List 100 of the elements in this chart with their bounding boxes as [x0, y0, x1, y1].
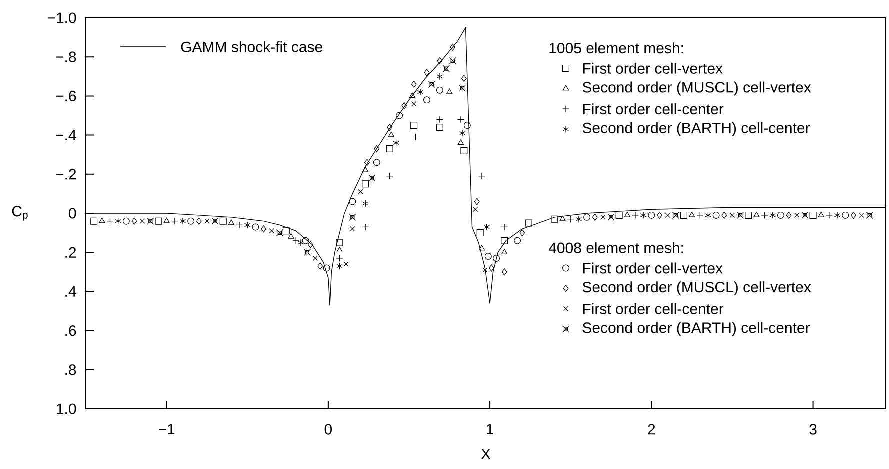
point — [551, 216, 558, 223]
point — [818, 212, 824, 218]
y-tick-label: −.6 — [56, 90, 76, 102]
point — [132, 218, 138, 225]
x-tick-label: −1 — [158, 424, 175, 435]
point — [304, 249, 311, 256]
point — [722, 212, 728, 219]
point — [180, 218, 186, 225]
point — [282, 228, 290, 235]
x-tick-label: 3 — [810, 424, 817, 435]
point — [244, 222, 251, 229]
point — [514, 237, 522, 244]
legend-label: Second order (BARTH) cell-center — [582, 122, 810, 136]
point — [474, 198, 480, 206]
y-tick-label: −.4 — [56, 130, 76, 140]
point — [834, 212, 841, 219]
annotation: 1005 element mesh: — [550, 42, 684, 54]
x-axis-title: X — [481, 449, 491, 460]
point — [794, 212, 800, 218]
point — [608, 214, 615, 221]
x-tick-label: 0 — [324, 424, 332, 435]
point — [754, 212, 760, 218]
point — [323, 264, 330, 272]
point — [705, 212, 712, 219]
point — [478, 245, 486, 251]
point — [737, 212, 744, 219]
point — [458, 140, 464, 146]
point — [802, 212, 809, 219]
legend-label: Second order (MUSCL) cell-vertex — [582, 82, 812, 96]
point — [461, 75, 467, 82]
point — [624, 212, 630, 218]
point — [688, 212, 696, 218]
point — [672, 212, 680, 219]
point — [525, 220, 532, 227]
point — [450, 44, 456, 51]
legend-label: First order cell-vertex — [583, 262, 723, 274]
point — [866, 212, 874, 219]
annotation: 4008 element mesh: — [548, 242, 684, 254]
point — [786, 212, 792, 219]
point — [204, 218, 210, 224]
y-tick-label: .8 — [66, 364, 76, 376]
point — [576, 216, 582, 223]
point — [373, 159, 380, 166]
point — [842, 212, 850, 219]
point — [155, 218, 162, 225]
point — [680, 212, 688, 219]
legend-label: Second order (BARTH) cell-center — [582, 322, 810, 336]
point — [484, 253, 492, 260]
point — [476, 230, 484, 237]
point — [276, 230, 284, 237]
point — [657, 212, 662, 219]
point — [436, 124, 444, 131]
point — [410, 122, 418, 130]
point — [147, 218, 154, 225]
point — [122, 218, 130, 225]
point — [640, 212, 647, 219]
point — [424, 96, 431, 104]
point — [388, 132, 395, 138]
point — [428, 80, 436, 88]
y-axis-title: C$_{p}$ — [12, 206, 28, 221]
legend-label: First order cell-center — [583, 303, 724, 314]
x-tick-label: 2 — [648, 424, 656, 435]
point — [349, 214, 356, 221]
point — [437, 58, 443, 65]
point — [665, 212, 670, 218]
point — [770, 212, 776, 219]
point — [387, 124, 393, 131]
point — [374, 145, 380, 152]
point — [592, 214, 598, 221]
point — [442, 65, 450, 72]
legend-label: GAMM shock-fit case — [181, 41, 322, 52]
y-tick-label: 1.0 — [57, 404, 76, 414]
point — [600, 214, 606, 220]
point — [364, 159, 370, 166]
point — [616, 212, 623, 219]
point — [712, 212, 720, 219]
y-tick-label: .2 — [66, 247, 76, 258]
point — [502, 268, 508, 276]
point — [261, 226, 266, 233]
point — [402, 102, 408, 110]
legend-label: First order cell-center — [583, 104, 724, 115]
point — [269, 228, 274, 234]
point — [730, 212, 736, 218]
point — [336, 239, 344, 246]
point — [164, 218, 170, 224]
point — [502, 249, 508, 255]
point — [648, 212, 656, 219]
point — [501, 237, 508, 244]
point — [411, 80, 417, 88]
point — [350, 226, 356, 232]
point — [472, 207, 478, 212]
point — [459, 84, 466, 92]
point — [115, 218, 122, 225]
point — [412, 101, 417, 107]
point — [396, 112, 404, 120]
point — [520, 230, 526, 237]
point — [424, 69, 430, 76]
point — [493, 254, 500, 262]
point — [298, 239, 304, 246]
point — [777, 212, 784, 219]
